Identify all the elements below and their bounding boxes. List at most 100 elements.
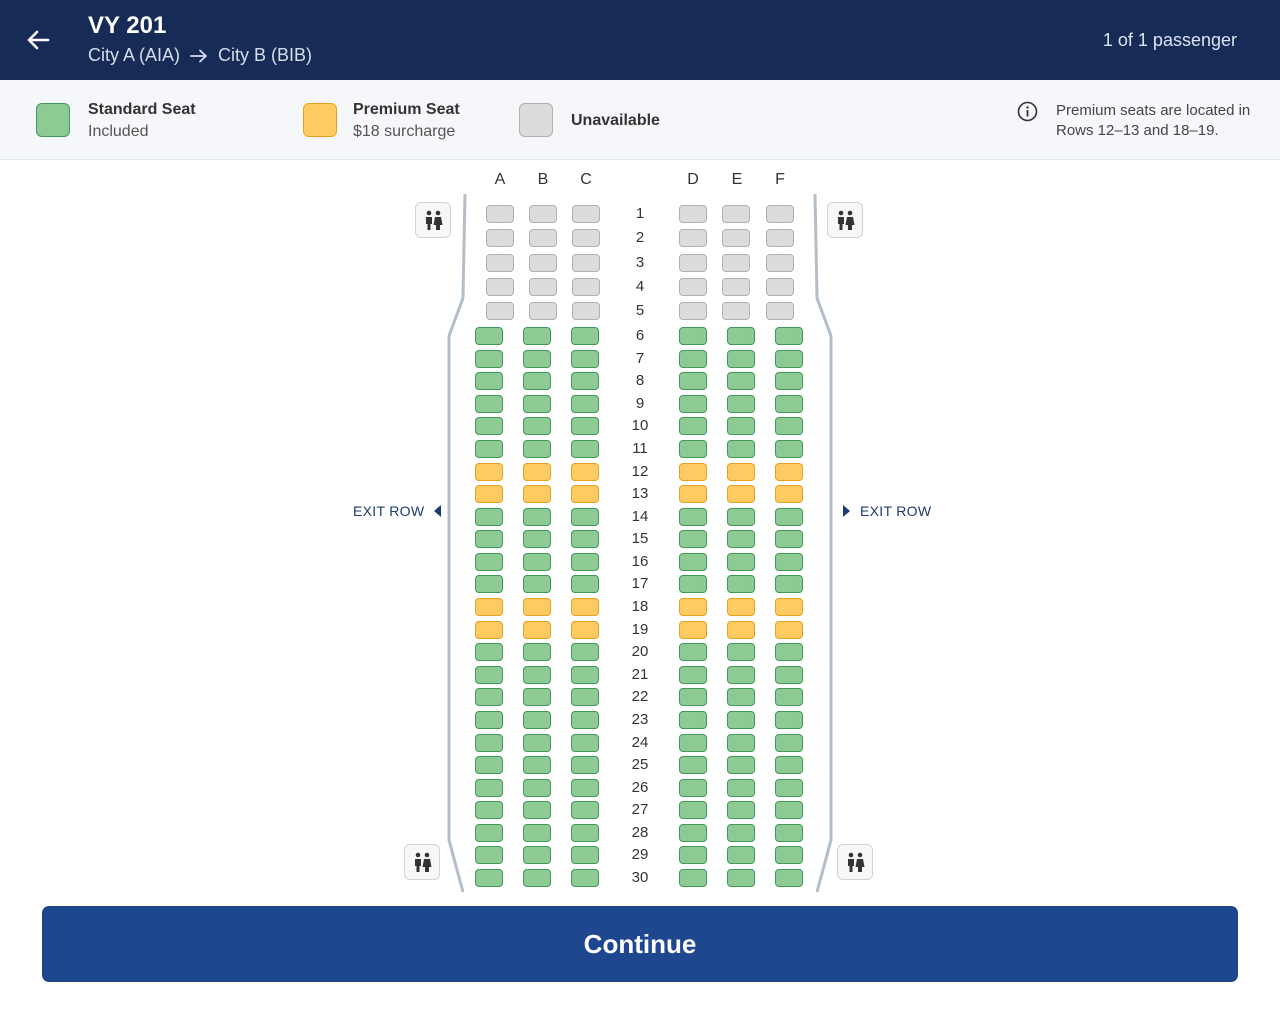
seat-8c[interactable] — [571, 372, 599, 391]
seat-25b[interactable] — [523, 756, 551, 775]
seat-18e[interactable] — [727, 598, 755, 616]
seat-15b[interactable] — [523, 530, 551, 549]
seat-14b[interactable] — [523, 507, 551, 526]
seat-23b[interactable] — [523, 710, 551, 729]
seat-21c[interactable] — [571, 665, 599, 684]
seat-24f[interactable] — [775, 733, 803, 752]
seat-19e[interactable] — [727, 620, 755, 639]
seat-23f[interactable] — [775, 710, 803, 729]
seat-18a[interactable] — [475, 598, 503, 616]
seat-18c[interactable] — [571, 598, 599, 616]
seat-25c[interactable] — [571, 756, 599, 775]
seat-28a[interactable] — [475, 823, 503, 842]
seat-27c[interactable] — [571, 801, 599, 820]
seat-27d[interactable] — [679, 801, 707, 820]
seat-18d[interactable] — [679, 598, 707, 616]
seat-28d[interactable] — [679, 823, 707, 842]
seat-26e[interactable] — [727, 778, 755, 797]
seat-12f[interactable] — [775, 462, 803, 481]
seat-7b[interactable] — [523, 349, 551, 368]
seat-7f[interactable] — [775, 349, 803, 368]
seat-21b[interactable] — [523, 665, 551, 684]
seat-24d[interactable] — [679, 733, 707, 752]
seat-16e[interactable] — [727, 552, 755, 571]
seat-10f[interactable] — [775, 417, 803, 436]
seat-14d[interactable] — [679, 507, 707, 526]
seat-18f[interactable] — [775, 598, 803, 616]
seat-13e[interactable] — [727, 485, 755, 504]
seat-20b[interactable] — [523, 643, 551, 662]
seat-10c[interactable] — [571, 417, 599, 436]
seat-11d[interactable] — [679, 439, 707, 458]
seat-25e[interactable] — [727, 756, 755, 775]
seat-20c[interactable] — [571, 643, 599, 662]
seat-10d[interactable] — [679, 417, 707, 436]
seat-22a[interactable] — [475, 688, 503, 707]
seat-19c[interactable] — [571, 620, 599, 639]
seat-7d[interactable] — [679, 349, 707, 368]
seat-26c[interactable] — [571, 778, 599, 797]
seat-17b[interactable] — [523, 575, 551, 594]
seat-6d[interactable] — [679, 327, 707, 345]
seat-30c[interactable] — [571, 869, 599, 887]
seat-19d[interactable] — [679, 620, 707, 639]
seat-30e[interactable] — [727, 869, 755, 887]
seat-24c[interactable] — [571, 733, 599, 752]
seat-10e[interactable] — [727, 417, 755, 436]
seat-15e[interactable] — [727, 530, 755, 549]
seat-28b[interactable] — [523, 823, 551, 842]
seat-22f[interactable] — [775, 688, 803, 707]
seat-8b[interactable] — [523, 372, 551, 391]
seat-10a[interactable] — [475, 417, 503, 436]
seat-15c[interactable] — [571, 530, 599, 549]
seat-25f[interactable] — [775, 756, 803, 775]
seat-14c[interactable] — [571, 507, 599, 526]
seat-10b[interactable] — [523, 417, 551, 436]
seat-16f[interactable] — [775, 552, 803, 571]
seat-24a[interactable] — [475, 733, 503, 752]
seat-22b[interactable] — [523, 688, 551, 707]
seat-6e[interactable] — [727, 327, 755, 345]
seat-14f[interactable] — [775, 507, 803, 526]
seat-9f[interactable] — [775, 394, 803, 413]
seat-12c[interactable] — [571, 462, 599, 481]
seat-14a[interactable] — [475, 507, 503, 526]
seat-9a[interactable] — [475, 394, 503, 413]
seat-27a[interactable] — [475, 801, 503, 820]
seat-20f[interactable] — [775, 643, 803, 662]
seat-17e[interactable] — [727, 575, 755, 594]
seat-15a[interactable] — [475, 530, 503, 549]
seat-23c[interactable] — [571, 710, 599, 729]
seat-11c[interactable] — [571, 439, 599, 458]
seat-6c[interactable] — [571, 327, 599, 345]
seat-21d[interactable] — [679, 665, 707, 684]
seat-20a[interactable] — [475, 643, 503, 662]
seat-8d[interactable] — [679, 372, 707, 391]
seat-28f[interactable] — [775, 823, 803, 842]
seat-13a[interactable] — [475, 485, 503, 504]
seat-20d[interactable] — [679, 643, 707, 662]
seat-15f[interactable] — [775, 530, 803, 549]
seat-19f[interactable] — [775, 620, 803, 639]
seat-16d[interactable] — [679, 552, 707, 571]
seat-18b[interactable] — [523, 598, 551, 616]
seat-9d[interactable] — [679, 394, 707, 413]
seat-26b[interactable] — [523, 778, 551, 797]
continue-button[interactable]: Continue — [42, 906, 1238, 982]
seat-11e[interactable] — [727, 439, 755, 458]
seat-13f[interactable] — [775, 485, 803, 504]
seat-9e[interactable] — [727, 394, 755, 413]
seat-16b[interactable] — [523, 552, 551, 571]
seat-8a[interactable] — [475, 372, 503, 391]
seat-17c[interactable] — [571, 575, 599, 594]
seat-27f[interactable] — [775, 801, 803, 820]
seat-22d[interactable] — [679, 688, 707, 707]
seat-26f[interactable] — [775, 778, 803, 797]
seat-9b[interactable] — [523, 394, 551, 413]
seat-19b[interactable] — [523, 620, 551, 639]
seat-16a[interactable] — [475, 552, 503, 571]
seat-28e[interactable] — [727, 823, 755, 842]
seat-21f[interactable] — [775, 665, 803, 684]
seat-24b[interactable] — [523, 733, 551, 752]
seat-22e[interactable] — [727, 688, 755, 707]
